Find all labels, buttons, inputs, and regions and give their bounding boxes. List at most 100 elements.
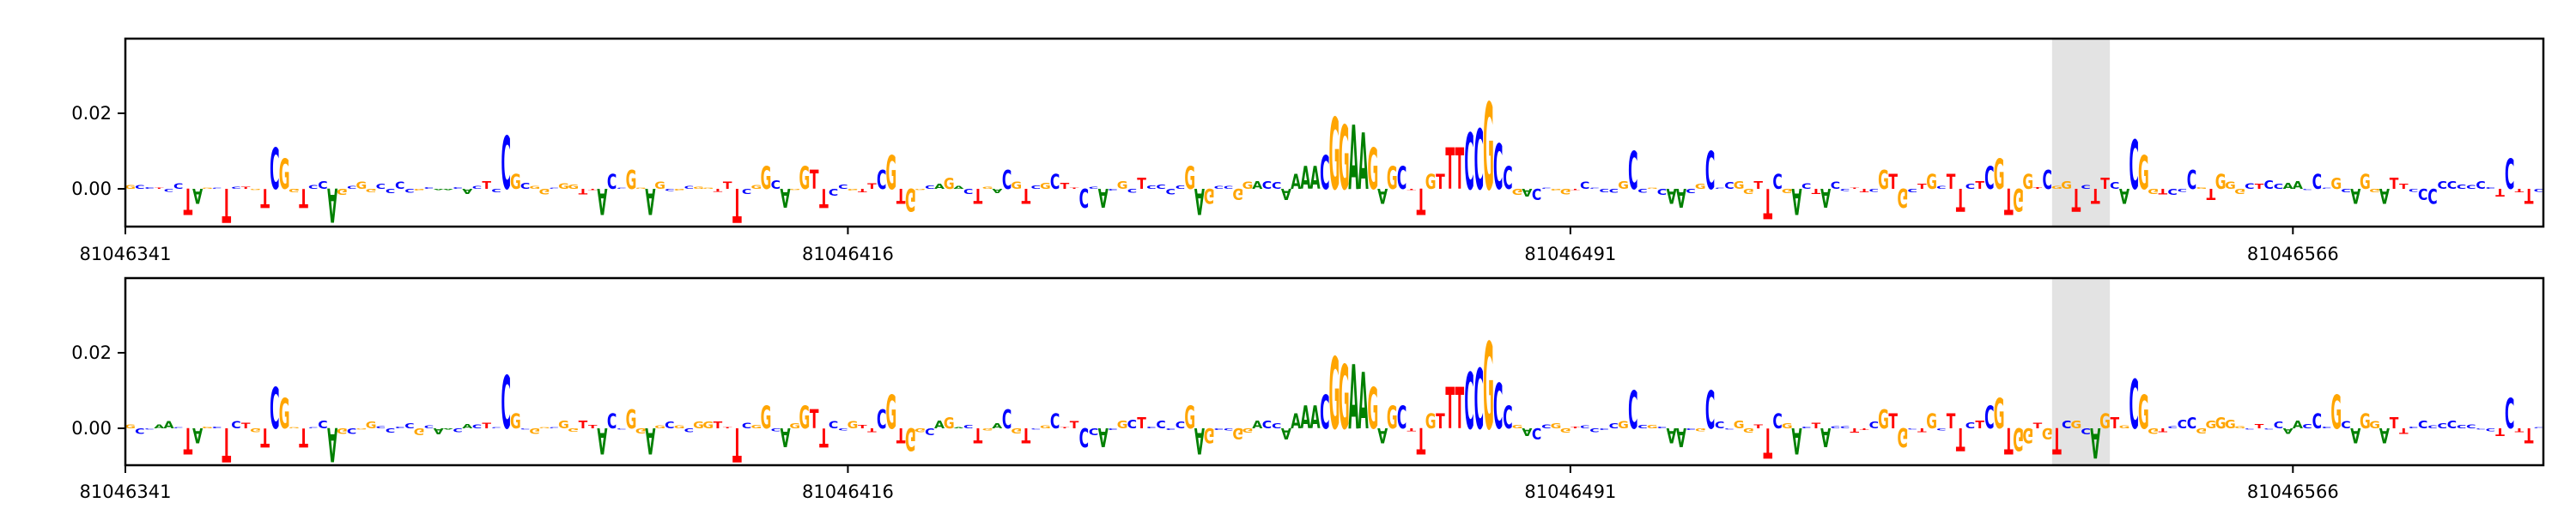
logo-letter-C: C [771, 179, 781, 191]
logo-letter-C: C [1715, 421, 1724, 431]
logo-letter-C: C [550, 427, 559, 428]
logo-letter-C: C [1050, 409, 1060, 433]
logo-letter-T: T [1455, 376, 1465, 442]
logo-letter-C: C [742, 187, 751, 195]
logo-letter-T: T [2052, 419, 2062, 461]
logo-letter-A: A [780, 182, 790, 212]
logo-letter-T: T [155, 187, 164, 189]
logo-letter-C: C [1224, 185, 1233, 190]
logo-letter-C: C [1686, 187, 1696, 194]
logo-letter-T: T [1917, 427, 1927, 433]
logo-letter-C: C [2447, 420, 2457, 432]
logo-letter-T: T [588, 424, 598, 429]
logo-letter-G: G [125, 184, 136, 190]
logo-letter-C: C [212, 187, 222, 189]
logo-letter-C: C [838, 184, 848, 191]
logo-letter-C: C [1089, 426, 1098, 436]
logo-letter-C: C [308, 184, 318, 190]
logo-letter-C: C [1657, 186, 1667, 196]
logo-letter-T: T [1070, 420, 1079, 432]
logo-letter-G: G [1184, 399, 1195, 436]
logo-letter-C: C [617, 187, 626, 189]
logo-letter-G: G [702, 187, 714, 189]
logo-letter-G: G [1011, 180, 1022, 192]
x-tick-label: 81046341 [80, 244, 172, 264]
logo-letter-C: C [1493, 372, 1503, 444]
logo-letter-G: G [1040, 425, 1051, 429]
logo-letter-C: C [164, 188, 173, 192]
logo-letter-T: T [1445, 376, 1455, 442]
logo-letter-C: C [963, 187, 973, 195]
logo-letter-A: A [953, 427, 964, 428]
logo-letter-T: T [2390, 174, 2399, 192]
logo-letter-T: T [1070, 187, 1079, 189]
logo-letter-T: T [1975, 420, 1984, 432]
logo-letter-G: G [2360, 169, 2371, 194]
logo-letter-G: G [1695, 427, 1706, 432]
logo-letter-T: T [2255, 183, 2264, 191]
logo-letter-T: T [1571, 188, 1580, 190]
logo-letter-T: T [1417, 179, 1426, 221]
logo-letter-G: G [982, 186, 993, 190]
logo-letter-A: A [163, 420, 173, 432]
logo-letter-G: G [654, 180, 665, 191]
logo-letter-C: C [1715, 187, 1724, 189]
logo-letter-C: C [424, 425, 434, 429]
logo-letter-G: G [1782, 187, 1793, 194]
logo-letter-G: G [2051, 185, 2063, 190]
logo-letter-G: G [789, 188, 800, 190]
logo-letter-C: C [231, 186, 240, 190]
logo-letter-G: G [1367, 136, 1378, 203]
plot-frame [124, 37, 2545, 228]
logo-letter-C: C [829, 420, 839, 431]
logo-letter-G: G [1512, 424, 1523, 429]
logo-letter-G: G [1618, 179, 1629, 191]
logo-letter-G: G [1560, 427, 1571, 433]
logo-letter-T: T [974, 184, 983, 209]
panels: G C C T C C T AG C T C T G T C GG T C C AG C GG CC C C GC A A C A C T C C… [71, 37, 2545, 502]
logo-letter-T: T [222, 177, 231, 231]
logo-letter-G: G [1782, 422, 1793, 430]
logo-letter-G: G [2138, 386, 2149, 440]
logo-letter-G: G [750, 184, 762, 190]
logo-letter-A: A [1300, 399, 1310, 436]
logo-letter-A: A [2119, 184, 2129, 209]
logo-letter-G: G [1242, 427, 1254, 433]
logo-letter-G: G [1994, 152, 2005, 199]
logo-letter-G: G [414, 188, 425, 191]
logo-letter-G: G [2330, 174, 2342, 192]
logo-letter-C: C [1464, 358, 1473, 448]
logo-letter-A: A [992, 187, 1003, 194]
logo-letter-G: G [2013, 181, 2024, 218]
logo-letter-C: C [1589, 427, 1599, 433]
logo-letter-T: T [714, 188, 723, 192]
logo-panel-bottom: G C C A A C T AG C T C T G T C GG T C C AG C GG C C C C G C A A CA C T C C… [71, 276, 2545, 502]
logo-letter-C: C [1272, 421, 1281, 430]
logo-letter-G: G [750, 424, 762, 430]
logo-letter-G: G [761, 399, 772, 436]
logo-letter-T: T [1436, 169, 1445, 194]
x-tick-label: 81046491 [1524, 244, 1616, 264]
logo-letter-G: G [914, 427, 926, 433]
logo-letter-G: G [1387, 399, 1398, 436]
logo-letter-C: C [1214, 185, 1224, 190]
logo-letter-T: T [241, 421, 251, 430]
logo-letter-C: C [2245, 427, 2254, 429]
logo-letter-G: G [944, 414, 955, 432]
logo-letter-C: C [1108, 188, 1117, 191]
logo-letter-G: G [125, 423, 136, 429]
logo-letter-G: G [366, 188, 377, 193]
logo-letter-T: T [2399, 183, 2409, 191]
logo-letter-T: T [2495, 186, 2505, 198]
logo-letter-C: C [376, 183, 386, 191]
logo-letter-C: C [1176, 421, 1185, 431]
logo-letter-C: C [2129, 367, 2138, 445]
logo-letter-G: G [674, 188, 685, 191]
logo-letter-T: T [723, 427, 732, 428]
logo-letter-A: A [1252, 420, 1262, 432]
logo-letter-A: A [1676, 182, 1686, 212]
logo-letter-A: A [953, 185, 963, 190]
x-tick-label: 81046416 [802, 482, 894, 502]
logo-letter-C: C [1840, 426, 1850, 429]
logo-letter-C: C [2341, 188, 2350, 194]
